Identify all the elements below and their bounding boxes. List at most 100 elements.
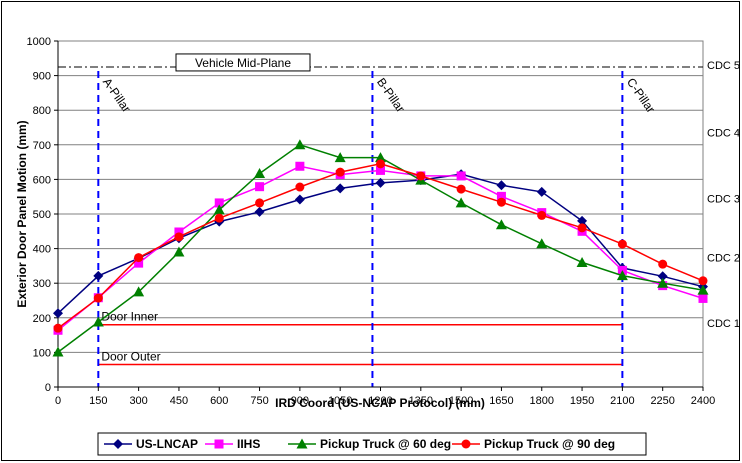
- y-tick-label: 400: [33, 244, 51, 256]
- data-point: [134, 253, 144, 263]
- x-tick-label: 2250: [650, 395, 674, 407]
- data-point: [375, 152, 386, 163]
- data-point: [416, 171, 426, 181]
- data-point: [577, 215, 588, 226]
- x-axis-title: IRD Coord (US-NCAP Protocol) (mm): [275, 396, 485, 410]
- data-point: [617, 239, 627, 249]
- y-tick-label: 0: [45, 382, 51, 394]
- legend: US-LNCAP IIHS Pickup Truck @ 60 deg Pickup …: [97, 432, 647, 456]
- legend-marker: [214, 439, 224, 449]
- data-point: [537, 210, 547, 220]
- cdc-label: CDC 4: [707, 128, 740, 140]
- data-point: [698, 293, 708, 303]
- data-point: [255, 198, 265, 208]
- legend-marker: [113, 439, 123, 449]
- data-point: [295, 161, 305, 171]
- data-point: [53, 308, 63, 319]
- data-point: [334, 152, 346, 163]
- x-tick-label: 1200: [368, 395, 392, 407]
- mid-plane-label-box: [175, 53, 311, 72]
- data-point: [697, 284, 709, 295]
- x-tick-label: 900: [291, 395, 309, 407]
- data-point: [616, 270, 628, 281]
- x-axis-ticks: 0 150 300 450 600 750 900 1050 1200 1350 1500 1650 1…: [55, 41, 715, 407]
- data-point: [376, 159, 385, 169]
- data-point: [134, 258, 144, 268]
- cdc-label: CDC 3: [707, 193, 740, 205]
- data-point: [576, 256, 588, 267]
- y-axis-ticks: 0 100 200 300 400 500 600 700 800 900 1000: [27, 36, 58, 394]
- legend-box: [97, 432, 647, 456]
- series-group: [52, 139, 709, 357]
- data-point: [657, 277, 669, 288]
- x-tick-label: 300: [129, 395, 147, 407]
- data-point: [92, 316, 104, 327]
- data-point: [335, 167, 345, 177]
- data-point: [658, 259, 668, 269]
- x-tick-label: 2400: [691, 395, 715, 407]
- data-point: [214, 198, 224, 208]
- data-point: [254, 206, 265, 217]
- y-tick-label: 1000: [27, 36, 51, 48]
- data-point: [254, 168, 266, 179]
- data-point: [174, 232, 184, 242]
- data-point: [173, 246, 185, 257]
- data-point: [294, 139, 306, 150]
- data-point: [376, 165, 385, 175]
- x-tick-label: 450: [170, 395, 188, 407]
- data-point: [214, 213, 224, 223]
- x-tick-label: 2100: [610, 395, 634, 407]
- data-point: [133, 286, 145, 297]
- data-point: [174, 227, 184, 237]
- data-point: [93, 293, 103, 303]
- mid-plane-label: Vehicle Mid-Plane: [195, 56, 291, 70]
- y-tick-label: 200: [33, 313, 51, 325]
- data-point: [52, 346, 64, 357]
- x-tick-label: 1800: [530, 395, 554, 407]
- data-point: [375, 177, 386, 188]
- y-tick-label: 100: [33, 347, 51, 359]
- data-point: [456, 171, 466, 181]
- cdc-labels: CDC 5 CDC 4 CDC 3 CDC 2 CDC 1: [707, 60, 740, 330]
- cdc-label: CDC 1: [707, 318, 740, 330]
- data-point: [213, 204, 225, 215]
- y-axis-title: Exterior Door Panel Motion (mm): [15, 120, 29, 307]
- door-inner-label: Door Inner: [101, 310, 158, 324]
- legend-label: US-LNCAP: [136, 437, 198, 451]
- data-point: [455, 197, 467, 208]
- data-point: [93, 270, 104, 281]
- data-point: [577, 223, 587, 233]
- data-point: [294, 194, 305, 205]
- door-outer-label: Door Outer: [101, 350, 160, 364]
- data-point: [295, 182, 305, 192]
- x-tick-label: 1350: [409, 395, 433, 407]
- x-tick-label: 0: [55, 395, 61, 407]
- legend-marker: [296, 438, 308, 449]
- data-point: [536, 238, 548, 249]
- data-point: [496, 197, 506, 207]
- x-tick-label: 1050: [328, 395, 352, 407]
- data-point: [335, 183, 346, 194]
- x-tick-label: 600: [210, 395, 228, 407]
- cdc-label: CDC 5: [707, 60, 740, 72]
- data-point: [255, 182, 265, 192]
- legend-label: Pickup Truck @ 90 deg: [484, 437, 615, 451]
- legend-label: Pickup Truck @ 60 deg: [320, 437, 451, 451]
- y-tick-label: 500: [33, 209, 51, 221]
- x-tick-label: 150: [89, 395, 107, 407]
- x-tick-label: 1950: [570, 395, 594, 407]
- x-tick-label: 750: [250, 395, 268, 407]
- y-tick-label: 700: [33, 140, 51, 152]
- x-tick-label: 1650: [489, 395, 513, 407]
- y-tick-label: 800: [33, 105, 51, 117]
- data-point: [698, 276, 708, 286]
- data-point: [496, 180, 507, 191]
- x-tick-label: 1500: [449, 395, 473, 407]
- data-point: [536, 186, 547, 197]
- data-point: [456, 184, 466, 194]
- y-tick-label: 900: [33, 71, 51, 83]
- cdc-label: CDC 2: [707, 252, 740, 264]
- y-tick-label: 300: [33, 278, 51, 290]
